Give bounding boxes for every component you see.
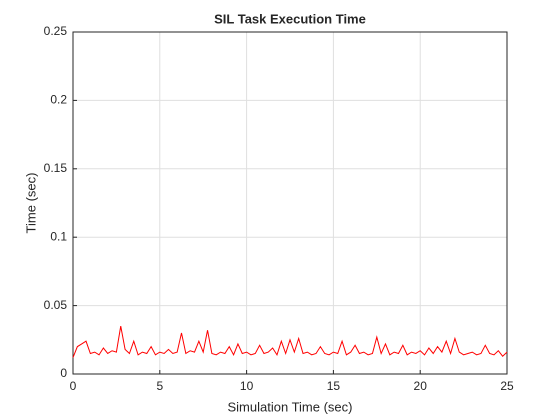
x-tick-label: 0: [70, 379, 77, 393]
y-tick-label: 0.15: [44, 161, 68, 175]
axes-box: [72, 31, 508, 375]
y-tick-label: 0.05: [44, 298, 68, 312]
x-axis-label: Simulation Time (sec): [228, 399, 353, 414]
y-tick-label: 0: [60, 366, 67, 380]
plot-area: [73, 32, 507, 374]
data-line: [72, 326, 508, 358]
y-tick-label: 0.25: [44, 24, 68, 38]
chart-title: SIL Task Execution Time: [214, 11, 366, 26]
x-tick-label: 25: [500, 379, 514, 393]
x-tick-label: 20: [414, 379, 428, 393]
y-tick-label: 0.1: [50, 229, 67, 243]
x-tick-label: 15: [327, 379, 341, 393]
y-axis-label: Time (sec): [23, 173, 38, 234]
x-tick-label: 10: [240, 379, 254, 393]
y-tick-label: 0.2: [50, 93, 67, 107]
x-tick-label: 5: [156, 379, 163, 393]
